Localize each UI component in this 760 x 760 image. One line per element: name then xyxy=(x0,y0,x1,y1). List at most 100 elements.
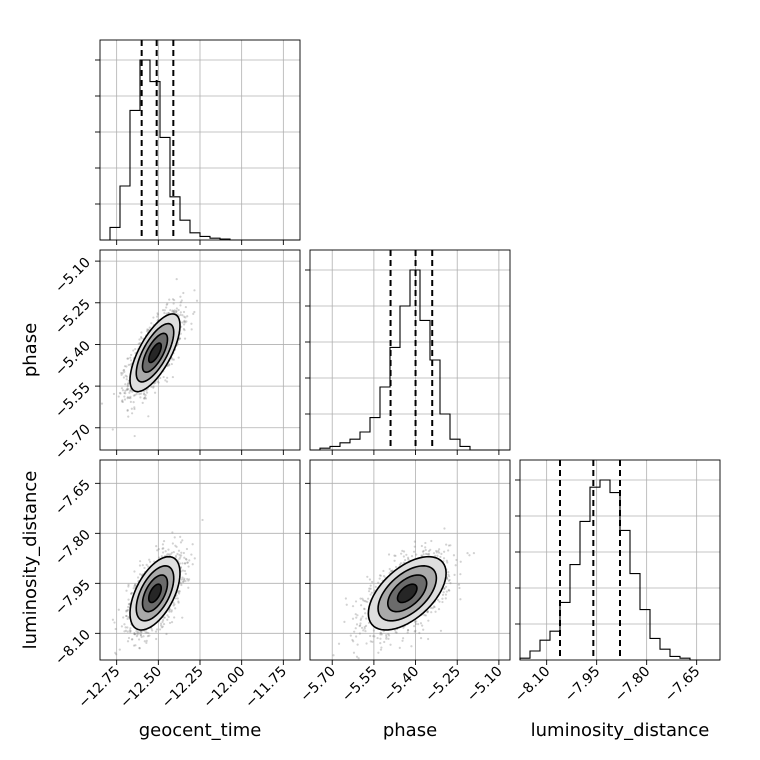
scatter-point xyxy=(383,640,386,644)
scatter-point xyxy=(145,631,148,634)
scatter-point xyxy=(127,357,130,360)
scatter-point xyxy=(353,630,356,633)
scatter-point xyxy=(155,628,159,631)
scatter-point xyxy=(402,637,405,640)
scatter-point xyxy=(125,609,128,612)
scatter-point xyxy=(120,400,124,403)
scatter-point xyxy=(436,554,439,557)
scatter-point xyxy=(128,396,131,399)
scatter-point xyxy=(401,549,404,552)
scatter-point xyxy=(413,620,417,623)
scatter-point xyxy=(167,548,170,551)
scatter-point xyxy=(181,314,184,317)
x-tick-label: −5.70 xyxy=(297,664,339,706)
scatter-point xyxy=(362,629,365,632)
scatter-point xyxy=(125,365,128,368)
x-tick-label: −7.80 xyxy=(612,664,654,706)
scatter-point xyxy=(426,552,429,556)
scatter-point xyxy=(129,389,132,393)
scatter-point xyxy=(120,625,123,628)
scatter-point xyxy=(420,554,423,557)
scatter-point xyxy=(382,569,385,573)
scatter-point xyxy=(140,630,143,633)
scatter-point xyxy=(161,309,165,312)
scatter-point xyxy=(178,562,182,565)
scatter-point xyxy=(124,374,127,377)
scatter-point xyxy=(127,605,130,609)
scatter-point xyxy=(139,634,143,637)
x-tick-label: −12.25 xyxy=(159,664,207,712)
y-axis-label: luminosity_distance xyxy=(20,471,41,650)
scatter-point xyxy=(192,312,195,315)
scatter-point xyxy=(133,631,136,635)
scatter-point xyxy=(136,632,139,635)
scatter-point xyxy=(157,556,161,559)
scatter-point xyxy=(351,605,355,608)
scatter-point xyxy=(427,553,430,556)
scatter-point xyxy=(126,383,130,386)
scatter-point xyxy=(178,553,181,557)
scatter-point xyxy=(140,331,143,334)
scatter-point xyxy=(426,610,429,613)
scatter-point xyxy=(344,597,347,600)
scatter-point xyxy=(385,637,388,640)
scatter-point xyxy=(171,310,174,313)
scatter-point xyxy=(127,598,130,601)
scatter-point xyxy=(127,415,130,418)
scatter-point xyxy=(156,313,160,316)
y-tick-label: −7.65 xyxy=(52,477,94,519)
scatter-point xyxy=(124,392,127,395)
scatter-point xyxy=(139,392,143,395)
scatter-point xyxy=(125,388,128,391)
scatter-point xyxy=(179,556,182,559)
scatter-point xyxy=(402,550,406,553)
scatter-point xyxy=(126,385,129,388)
scatter-point xyxy=(369,587,372,590)
scatter-point xyxy=(180,554,183,557)
scatter-point xyxy=(412,550,416,553)
scatter-point xyxy=(356,614,359,617)
scatter-point xyxy=(374,585,377,588)
scatter-point xyxy=(441,597,444,600)
scatter-point xyxy=(127,388,130,391)
scatter-point xyxy=(121,399,124,402)
scatter-point xyxy=(135,392,138,396)
scatter-point xyxy=(186,561,189,564)
scatter-point xyxy=(140,635,143,639)
x-axis-label: luminosity_distance xyxy=(531,720,710,741)
scatter-point xyxy=(407,556,410,559)
scatter-point xyxy=(379,633,382,636)
scatter-point xyxy=(429,606,433,609)
scatter-point xyxy=(355,616,358,619)
scatter-point xyxy=(406,629,410,632)
scatter-point xyxy=(169,308,172,312)
scatter-point xyxy=(156,312,159,315)
scatter-point xyxy=(430,611,433,614)
scatter-point xyxy=(410,645,413,648)
scatter-point xyxy=(389,643,392,646)
scatter-point xyxy=(145,641,148,644)
scatter-point xyxy=(122,616,125,619)
scatter-point xyxy=(363,607,366,610)
panel-geocent_time-vs-phase: −5.70−5.55−5.40−5.25−5.10 xyxy=(52,249,301,463)
scatter-point xyxy=(135,629,138,633)
scatter-point xyxy=(466,552,469,555)
scatter-point xyxy=(133,407,136,411)
scatter-point xyxy=(401,639,404,642)
scatter-point xyxy=(132,644,136,647)
scatter-point xyxy=(364,600,367,603)
scatter-point xyxy=(129,627,132,630)
scatter-point xyxy=(414,622,417,626)
scatter-point xyxy=(166,614,169,617)
scatter-point xyxy=(415,620,418,623)
scatter-point xyxy=(332,654,335,657)
scatter-point xyxy=(354,627,357,630)
scatter-point xyxy=(179,566,183,569)
scatter-point xyxy=(122,376,126,379)
scatter-point xyxy=(366,600,369,603)
scatter-point xyxy=(126,388,129,391)
scatter-point xyxy=(131,390,134,393)
scatter-point xyxy=(127,583,130,586)
scatter-point xyxy=(389,570,392,573)
scatter-point xyxy=(146,635,150,638)
